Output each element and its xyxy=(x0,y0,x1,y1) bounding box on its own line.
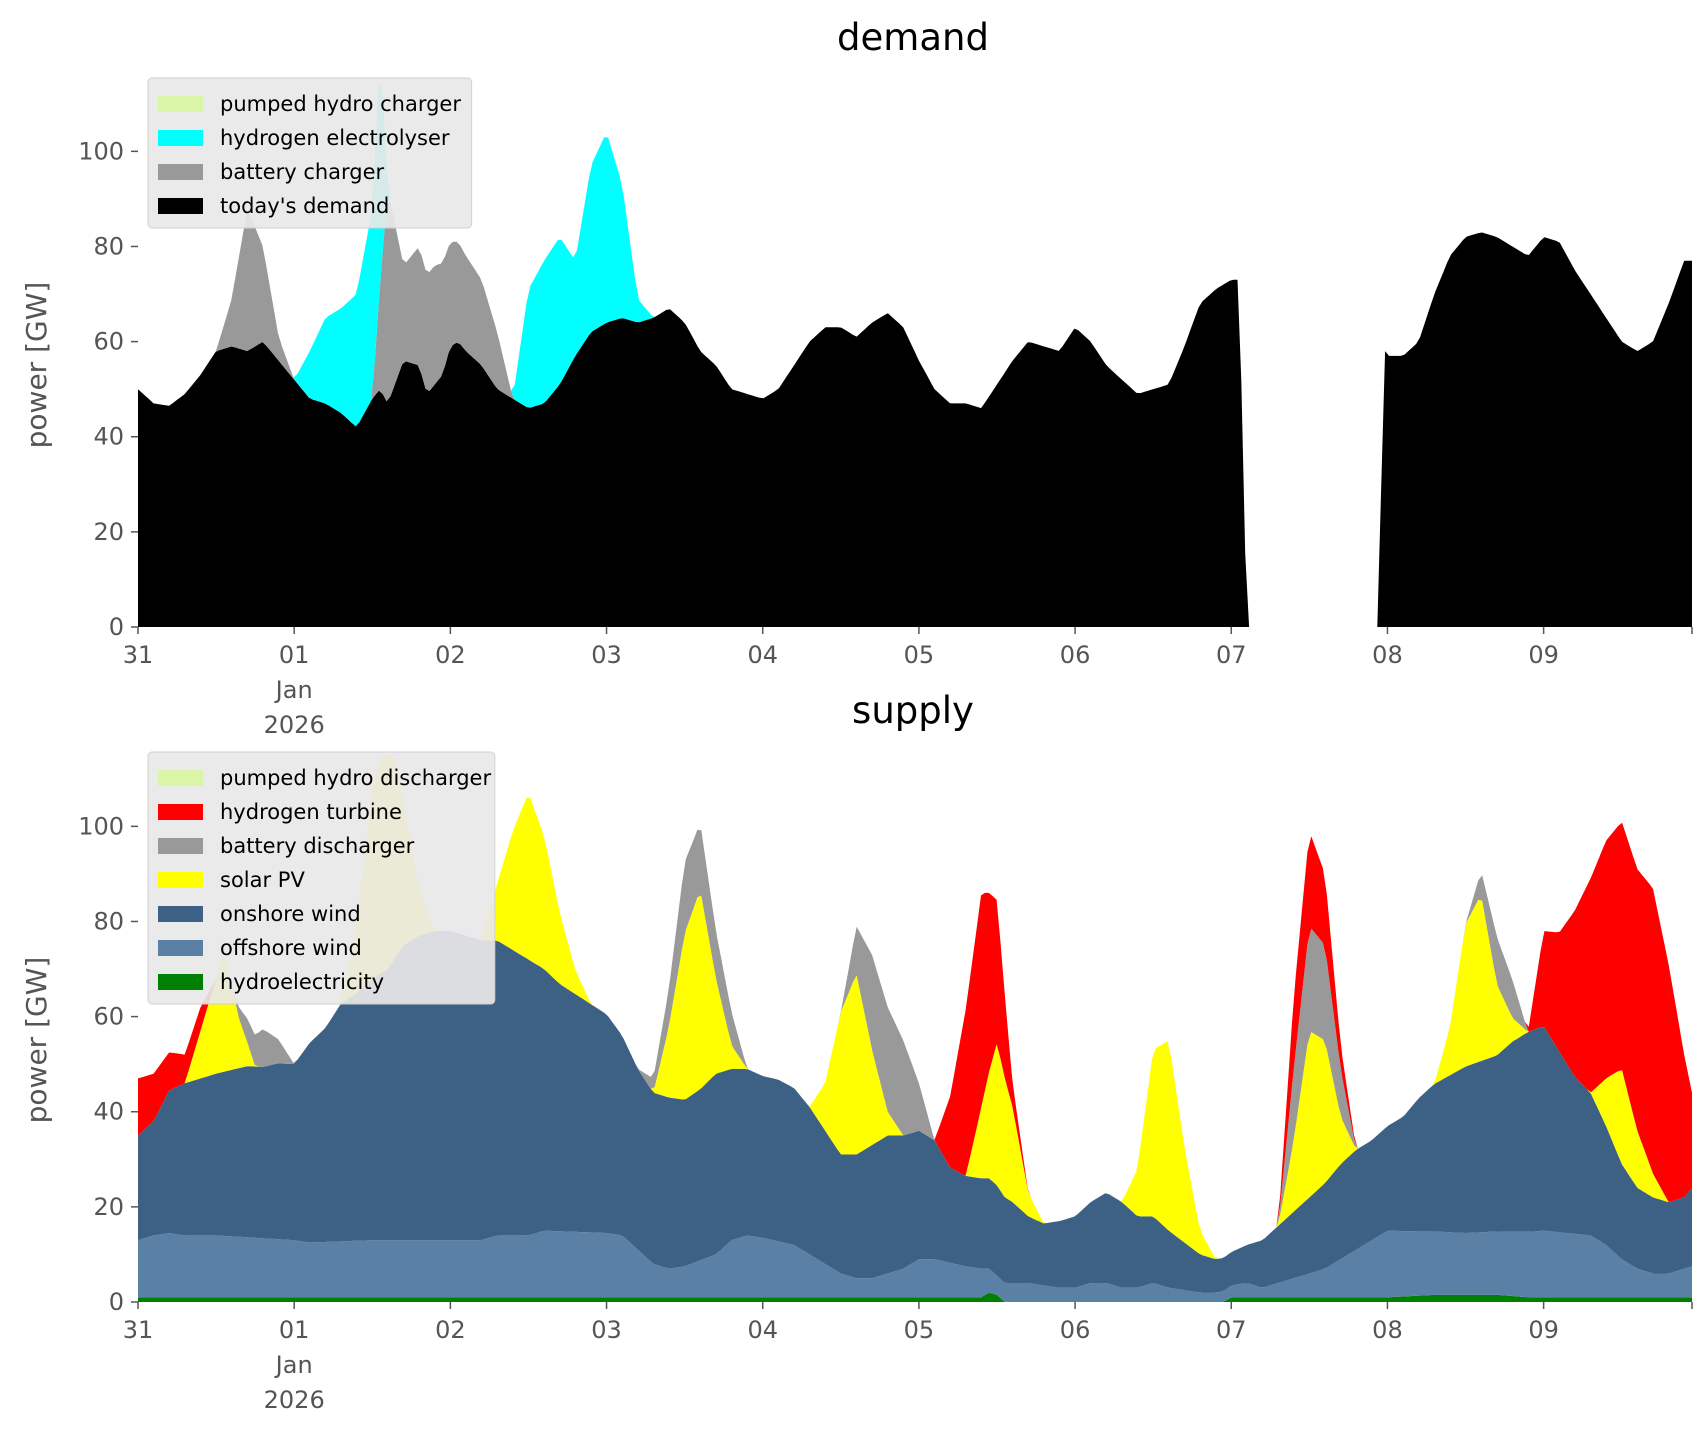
chart-canvas: demand power [GW] 02040608010031 01Jan202… xyxy=(0,0,1706,1431)
supply-title: supply xyxy=(852,689,974,732)
x-tick-label: 03 xyxy=(591,1316,622,1344)
y-tick-label: 100 xyxy=(78,137,124,165)
y-tick-label: 40 xyxy=(93,1098,124,1126)
legend-label-hydrogen-turbine: hydrogen turbine xyxy=(220,800,402,824)
legend-swatch-hydrogen-electrolyser xyxy=(158,130,203,146)
x-tick-label: 03 xyxy=(591,641,622,669)
legend-label-today-s-demand: today's demand xyxy=(220,194,389,218)
legend-label-battery-charger: battery charger xyxy=(220,160,385,184)
y-tick-label: 40 xyxy=(93,423,124,451)
y-tick-label: 80 xyxy=(93,232,124,260)
supply-legend: pumped hydro discharger hydrogen turbine b… xyxy=(148,752,495,1004)
demand-ylabel: power [GW] xyxy=(20,282,53,449)
demand-title: demand xyxy=(837,16,989,59)
x-tick-label: 06 xyxy=(1060,1316,1091,1344)
x-tick-label: 07 xyxy=(1216,641,1247,669)
legend-swatch-today-s-demand xyxy=(158,198,203,214)
legend-swatch-pumped-hydro-charger xyxy=(158,96,203,112)
x-tick-label: 05 xyxy=(904,1316,935,1344)
legend-label-onshore-wind: onshore wind xyxy=(220,902,361,926)
legend-label-hydroelectricity: hydroelectricity xyxy=(220,970,384,994)
x-tick-label: 01 xyxy=(279,1316,310,1344)
y-tick-label: 80 xyxy=(93,907,124,935)
y-tick-label: 100 xyxy=(78,812,124,840)
legend-label-pumped-hydro-charger: pumped hydro charger xyxy=(220,92,461,116)
y-tick-label: 20 xyxy=(93,518,124,546)
legend-label-pumped-hydro-discharger: pumped hydro discharger xyxy=(220,766,491,790)
legend-label-hydrogen-electrolyser: hydrogen electrolyser xyxy=(220,126,450,150)
legend-label-offshore-wind: offshore wind xyxy=(220,936,362,960)
x-tick-label: 09 xyxy=(1528,641,1559,669)
legend-swatch-offshore-wind xyxy=(158,940,203,956)
x-tick-label: 07 xyxy=(1216,1316,1247,1344)
legend-swatch-onshore-wind xyxy=(158,906,203,922)
supply-ylabel: power [GW] xyxy=(20,957,53,1124)
legend-swatch-hydrogen-turbine xyxy=(158,804,203,820)
legend-swatch-pumped-hydro-discharger xyxy=(158,770,203,786)
legend-swatch-solar-pv xyxy=(158,872,203,888)
x-tick-label: 04 xyxy=(747,1316,778,1344)
legend-label-battery-discharger: battery discharger xyxy=(220,834,415,858)
x-tick-label: 02 xyxy=(435,641,466,669)
legend-swatch-hydroelectricity xyxy=(158,974,203,990)
x-tick-label: 31 xyxy=(123,1316,154,1344)
x-tick-label: 02 xyxy=(435,1316,466,1344)
x-tick-label: 06 xyxy=(1060,641,1091,669)
legend-swatch-battery-charger xyxy=(158,164,203,180)
y-tick-label: 60 xyxy=(93,1003,124,1031)
x-tick-label: 04 xyxy=(747,641,778,669)
x-tick-year: 2026 xyxy=(264,711,325,739)
y-tick-label: 0 xyxy=(109,613,124,641)
x-tick-label: 08 xyxy=(1372,1316,1403,1344)
x-tick-month: Jan xyxy=(274,1351,313,1379)
x-tick-year: 2026 xyxy=(264,1386,325,1414)
y-tick-label: 60 xyxy=(93,328,124,356)
x-tick-label: 05 xyxy=(904,641,935,669)
y-tick-label: 20 xyxy=(93,1193,124,1221)
x-tick-label: 31 xyxy=(123,641,154,669)
x-tick-label: 09 xyxy=(1528,1316,1559,1344)
demand-legend: pumped hydro charger hydrogen electrolyse… xyxy=(148,78,472,228)
x-tick-label: 08 xyxy=(1372,641,1403,669)
legend-label-solar-pv: solar PV xyxy=(220,868,305,892)
x-tick-label: 01 xyxy=(279,641,310,669)
legend-swatch-battery-discharger xyxy=(158,838,203,854)
y-tick-label: 0 xyxy=(109,1288,124,1316)
x-tick-month: Jan xyxy=(274,676,313,704)
